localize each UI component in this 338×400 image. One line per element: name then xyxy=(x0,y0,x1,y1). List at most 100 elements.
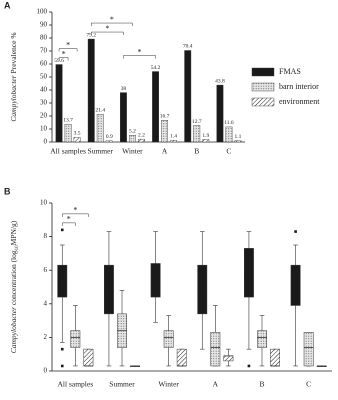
value-label: 79.2 xyxy=(86,32,96,38)
y-tick-label: 20 xyxy=(40,112,48,120)
significance-label: * xyxy=(110,15,114,24)
outlier xyxy=(294,230,297,233)
box xyxy=(223,355,234,362)
x-tick-label: A xyxy=(162,147,168,156)
outlier xyxy=(247,364,251,368)
legend-swatch xyxy=(251,67,275,77)
significance-bracket xyxy=(62,222,76,226)
y-axis-label-part: Campylobacter xyxy=(9,307,18,353)
value-label: 38 xyxy=(121,86,127,92)
bar xyxy=(202,139,210,143)
box xyxy=(104,264,114,315)
box xyxy=(176,348,187,367)
bar xyxy=(87,38,95,143)
y-axis-label: Campylobacter concentration (log10MPN/g) xyxy=(9,220,20,353)
legend-swatch xyxy=(251,97,275,107)
significance-bracket xyxy=(58,48,78,52)
y-tick-label: 60 xyxy=(40,60,48,68)
significance-label: * xyxy=(62,49,66,58)
x-tick-label: B xyxy=(259,380,264,389)
box xyxy=(70,330,81,348)
bar xyxy=(216,84,224,143)
value-label: 12.7 xyxy=(192,119,202,125)
significance-label: * xyxy=(73,206,77,215)
x-tick-label: All samples xyxy=(50,147,86,156)
bar xyxy=(64,123,72,143)
bar xyxy=(184,50,192,143)
y-axis-label: Campylobacter Prevalence % xyxy=(9,32,18,121)
y-tick-label: 100 xyxy=(37,8,48,16)
y-axis-label-part: concentration (log xyxy=(9,250,18,307)
significance-bracket xyxy=(58,57,69,61)
bar xyxy=(119,92,127,143)
outlier xyxy=(60,347,64,351)
x-tick-label: Winter xyxy=(122,147,143,156)
panel-label: A xyxy=(4,0,11,10)
x-tick-label: Summer xyxy=(88,147,114,156)
x-tick-label: B xyxy=(194,147,199,156)
y-axis-label-part: 10 xyxy=(15,245,20,251)
bar xyxy=(152,71,159,143)
x-tick-label: Summer xyxy=(109,380,135,389)
significance-bracket xyxy=(90,31,124,36)
value-label: 1.1 xyxy=(234,134,241,140)
value-label: 11.6 xyxy=(224,120,234,126)
significance-label: * xyxy=(137,47,141,56)
box xyxy=(257,330,267,348)
legend-swatch xyxy=(251,82,275,92)
outlier xyxy=(60,364,64,368)
bar xyxy=(96,113,104,143)
legend-label: environment xyxy=(279,97,320,106)
value-label: 59.6 xyxy=(54,58,64,64)
box xyxy=(290,264,301,306)
bar xyxy=(225,126,233,143)
y-axis-label-part: MPN/g) xyxy=(9,220,18,245)
value-label: 3.5 xyxy=(74,131,81,137)
value-label: 70.4 xyxy=(183,44,193,50)
bar xyxy=(55,64,63,143)
y-tick-label: 50 xyxy=(40,73,48,81)
y-axis-label-part: Prevalence % xyxy=(9,32,18,75)
box xyxy=(83,348,94,367)
y-tick-label: 4 xyxy=(44,299,48,307)
y-tick-label: 30 xyxy=(40,99,48,107)
box xyxy=(210,332,221,367)
value-label: 2.2 xyxy=(138,132,145,138)
box xyxy=(303,332,314,367)
x-tick-label: C xyxy=(226,147,231,156)
box xyxy=(244,248,254,298)
y-tick-label: 2 xyxy=(44,333,48,341)
y-tick-label: 0 xyxy=(44,367,48,375)
bar xyxy=(234,140,242,143)
value-label: 43.8 xyxy=(215,78,225,84)
y-tick-label: 0 xyxy=(44,138,48,146)
x-tick-label: A xyxy=(213,380,219,389)
value-label: 5.2 xyxy=(129,129,136,135)
x-tick-label: C xyxy=(306,380,311,389)
outlier xyxy=(60,228,64,232)
y-tick-label: 10 xyxy=(40,199,48,207)
bar xyxy=(138,138,145,143)
y-tick-label: 10 xyxy=(40,125,48,133)
value-label: 16.7 xyxy=(160,114,170,120)
y-tick-label: 6 xyxy=(44,266,48,274)
value-label: 54.2 xyxy=(151,65,161,71)
value-label: 13.7 xyxy=(63,117,73,123)
box xyxy=(197,264,208,315)
significance-label: * xyxy=(67,215,71,224)
bar xyxy=(170,139,178,143)
x-tick-label: All samples xyxy=(58,380,94,389)
legend-label: barn interior xyxy=(279,82,319,91)
significance-label: * xyxy=(105,24,109,33)
significance-bracket xyxy=(90,22,133,27)
legend-label: FMAS xyxy=(279,67,301,76)
value-label: 0.9 xyxy=(106,134,113,140)
box xyxy=(163,330,174,348)
significance-bracket xyxy=(62,213,89,217)
x-tick-label: Winter xyxy=(158,380,179,389)
y-tick-label: 8 xyxy=(44,232,48,240)
panel-label: B xyxy=(4,186,11,196)
bar xyxy=(128,135,136,143)
